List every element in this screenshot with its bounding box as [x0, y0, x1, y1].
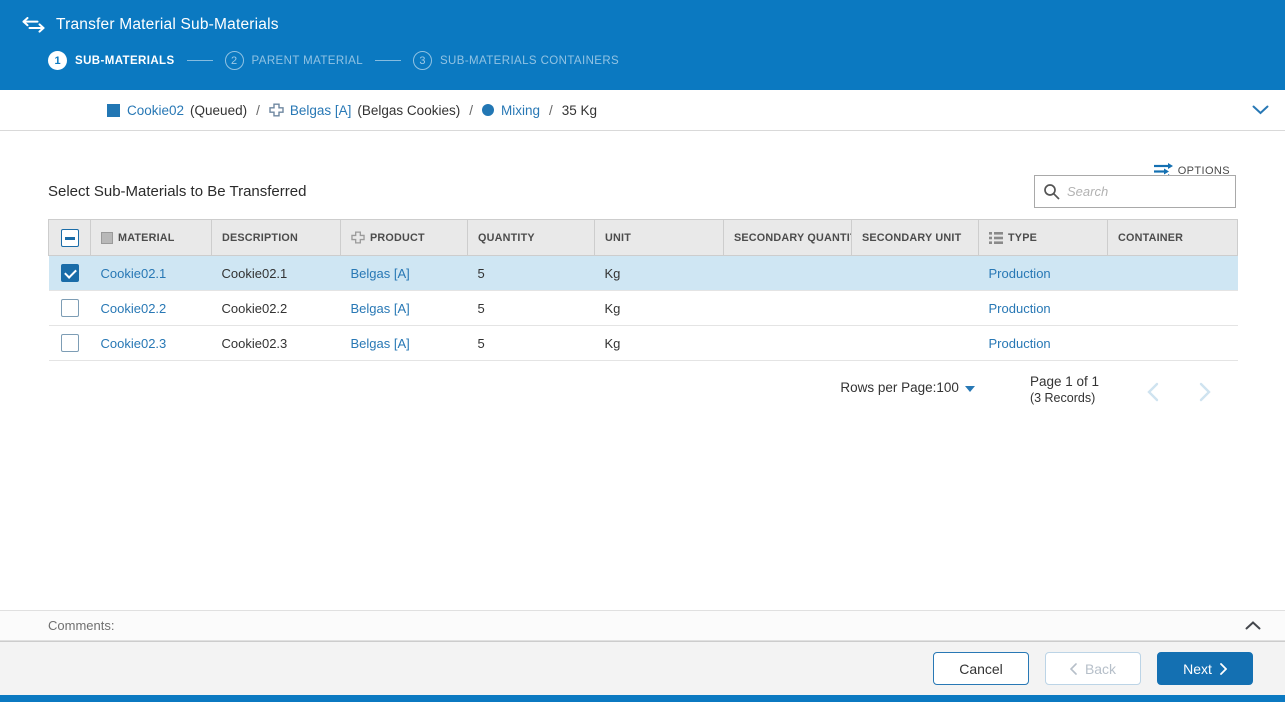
table-body: Cookie02.1 Cookie02.1 Belgas [A] 5 Kg Pr… — [48, 255, 1238, 361]
next-chevron-icon — [1219, 662, 1227, 675]
material-icon — [107, 103, 120, 117]
comments-label: Comments: — [48, 618, 115, 633]
column-header-product[interactable]: PRODUCT — [340, 219, 468, 256]
step-sub-materials-containers[interactable]: 3 SUB-MATERIALS CONTAINERS — [412, 51, 620, 70]
options-label: OPTIONS — [1177, 165, 1230, 177]
cancel-button[interactable]: Cancel — [933, 652, 1029, 685]
column-header-type[interactable]: TYPE — [978, 219, 1108, 256]
search-box — [1034, 175, 1243, 208]
sub-materials-table: MATERIAL DESCRIPTION PRODUCT QUANTITY UN… — [48, 219, 1238, 361]
comments-bar[interactable]: Comments: — [0, 610, 1285, 641]
column-header-secondary-unit[interactable]: SECONDARY UNIT — [851, 219, 979, 256]
product-link[interactable]: Belgas [A] — [350, 265, 410, 281]
product-icon — [269, 103, 284, 117]
transfer-icon — [22, 17, 45, 33]
column-header-unit[interactable]: UNIT — [594, 219, 724, 256]
material-status: (Queued) — [190, 102, 248, 118]
back-button[interactable]: Back — [1045, 652, 1141, 685]
back-chevron-icon — [1069, 662, 1077, 675]
product-link[interactable]: Belgas [A] — [350, 335, 410, 351]
step-number: 3 — [412, 51, 432, 70]
unit-cell: Kg — [604, 265, 621, 281]
next-button[interactable]: Next — [1157, 652, 1253, 685]
step-parent-material[interactable]: 2 PARENT MATERIAL — [224, 51, 363, 70]
column-header-secondary-quantity[interactable]: SECONDARY QUANTITY — [723, 219, 852, 256]
row-checkbox[interactable] — [60, 264, 79, 282]
step-label: PARENT MATERIAL — [251, 54, 363, 67]
next-page-button[interactable] — [1199, 382, 1211, 402]
column-header-description[interactable]: DESCRIPTION — [211, 219, 341, 256]
wizard-stepper: 1 SUB-MATERIALS 2 PARENT MATERIAL 3 SUB-… — [0, 34, 1285, 70]
app-header: Transfer Material Sub-Materials 1 SUB-MA… — [0, 0, 1285, 90]
rows-per-page-dropdown[interactable]: Rows per Page: 100 — [840, 380, 975, 395]
breadcrumb-quantity: 35 Kg — [561, 102, 598, 118]
caret-down-icon — [964, 385, 975, 392]
step-number: 1 — [48, 51, 67, 70]
search-input[interactable] — [1067, 184, 1243, 199]
table-row[interactable]: Cookie02.1 Cookie02.1 Belgas [A] 5 Kg Pr… — [48, 255, 1238, 291]
quantity-cell: 5 — [477, 300, 485, 316]
breadcrumb-separator: / — [256, 102, 260, 118]
select-all-cell — [48, 219, 91, 256]
records-count: (3 Records) — [1029, 391, 1096, 405]
page-info: Page 1 of 1 — [1029, 374, 1099, 389]
unit-cell: Kg — [604, 300, 621, 316]
rows-per-page-label: Rows per Page: — [840, 380, 937, 395]
product-column-icon — [351, 231, 365, 244]
comments-expand-chevron-icon[interactable] — [1245, 621, 1261, 630]
description-cell: Cookie02.3 — [221, 335, 288, 351]
row-checkbox[interactable] — [60, 299, 79, 317]
dialog-title: Transfer Material Sub-Materials — [56, 16, 279, 33]
step-number: 2 — [224, 51, 244, 70]
material-link[interactable]: Cookie02.3 — [100, 335, 167, 351]
previous-page-button[interactable] — [1147, 382, 1159, 402]
search-icon — [1043, 183, 1060, 200]
type-link[interactable]: Production — [988, 300, 1051, 316]
material-link[interactable]: Cookie02.1 — [100, 265, 167, 281]
description-cell: Cookie02.1 — [221, 265, 288, 281]
select-all-checkbox[interactable] — [60, 228, 79, 247]
material-column-icon — [101, 231, 113, 244]
type-link[interactable]: Production — [988, 265, 1051, 281]
step-state-icon — [481, 104, 494, 116]
description-cell: Cookie02.2 — [221, 300, 288, 316]
column-header-quantity[interactable]: QUANTITY — [467, 219, 595, 256]
step-sub-materials[interactable]: 1 SUB-MATERIALS — [48, 51, 175, 70]
column-header-container[interactable]: CONTAINER — [1107, 219, 1238, 256]
column-header-material[interactable]: MATERIAL — [90, 219, 212, 256]
table-header-row: MATERIAL DESCRIPTION PRODUCT QUANTITY UN… — [48, 219, 1238, 256]
dialog-bottom-border — [0, 695, 1285, 702]
product-description: (Belgas Cookies) — [357, 102, 461, 118]
quantity-cell: 5 — [477, 265, 485, 281]
row-checkbox[interactable] — [60, 334, 79, 352]
step-connector — [186, 60, 213, 61]
breadcrumb-separator: / — [548, 102, 553, 118]
type-column-icon — [989, 231, 1003, 244]
quantity-cell: 5 — [477, 335, 485, 351]
page-title: Select Sub-Materials to Be Transferred — [48, 183, 307, 200]
step-connector — [374, 60, 401, 61]
breadcrumb-separator: / — [469, 102, 473, 118]
pagination: Rows per Page: 100 Page 1 of 1 (3 Records… — [48, 374, 1237, 405]
breadcrumb-step-link[interactable]: Mixing — [500, 102, 540, 118]
unit-cell: Kg — [604, 335, 621, 351]
type-link[interactable]: Production — [988, 335, 1051, 351]
rows-per-page-value: 100 — [936, 380, 959, 395]
main-content: OPTIONS Select Sub-Materials to Be Trans… — [0, 131, 1285, 610]
breadcrumb-product-link[interactable]: Belgas [A] — [289, 102, 352, 118]
step-label: SUB-MATERIALS CONTAINERS — [439, 54, 620, 67]
table-row[interactable]: Cookie02.3 Cookie02.3 Belgas [A] 5 Kg Pr… — [48, 325, 1238, 361]
product-link[interactable]: Belgas [A] — [350, 300, 410, 316]
step-label: SUB-MATERIALS — [75, 54, 175, 67]
breadcrumb-bar: Cookie02 (Queued) / Belgas [A] (Belgas C… — [0, 90, 1285, 131]
breadcrumb-material-link[interactable]: Cookie02 — [127, 102, 185, 118]
material-link[interactable]: Cookie02.2 — [100, 300, 167, 316]
footer-actions: Cancel Back Next — [0, 641, 1285, 695]
table-row[interactable]: Cookie02.2 Cookie02.2 Belgas [A] 5 Kg Pr… — [48, 290, 1238, 326]
breadcrumb-expand-chevron-icon[interactable] — [1252, 105, 1269, 115]
